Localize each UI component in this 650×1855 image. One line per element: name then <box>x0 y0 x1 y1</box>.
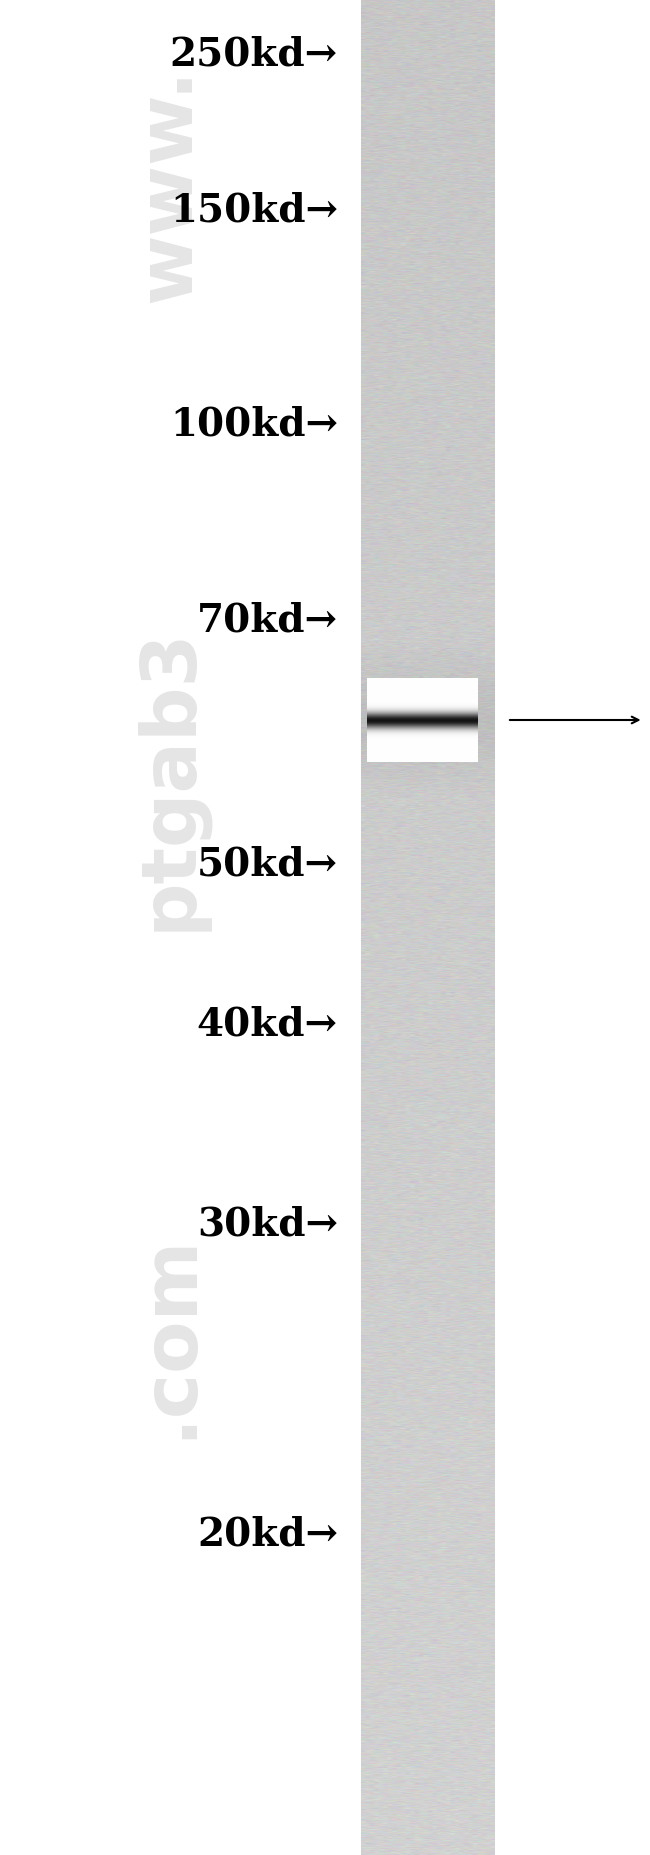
Text: 30kd→: 30kd→ <box>197 1206 338 1245</box>
Text: 20kd→: 20kd→ <box>197 1516 338 1554</box>
Text: 150kd→: 150kd→ <box>170 191 338 228</box>
Text: 100kd→: 100kd→ <box>170 406 338 443</box>
Text: .com: .com <box>132 1232 206 1439</box>
Text: 250kd→: 250kd→ <box>170 35 338 74</box>
Text: 50kd→: 50kd→ <box>197 846 338 885</box>
Text: www.: www. <box>132 69 206 302</box>
Text: 40kd→: 40kd→ <box>197 1005 338 1044</box>
Text: ptgab3: ptgab3 <box>132 627 206 931</box>
Text: 70kd→: 70kd→ <box>197 601 338 638</box>
